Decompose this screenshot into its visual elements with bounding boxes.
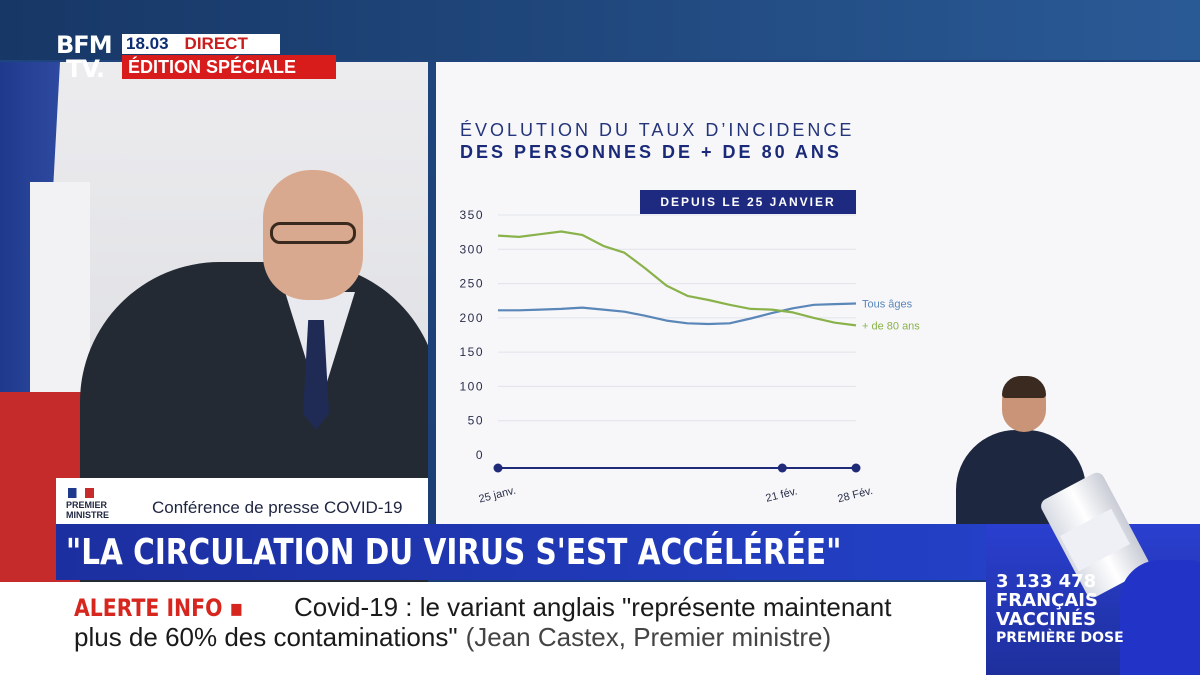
speaker-video: [0, 62, 428, 584]
interpreter-hair: [1002, 376, 1046, 398]
series-line: [498, 302, 857, 326]
chart-panel: ÉVOLUTION DU TAUX D’INCIDENCE DES PERSON…: [436, 62, 1200, 524]
ticker-line2: plus de 60% des contaminations" (Jean Cas…: [74, 622, 831, 653]
series-label: + de 80 ans: [862, 320, 920, 332]
vaccinated-count: 3 133 478: [996, 571, 1097, 592]
time-direct-box: 18.03 DIRECT: [122, 34, 280, 54]
premier-ministre-label: PREMIER MINISTRE: [66, 500, 126, 520]
headline-banner: "LA CIRCULATION DU VIRUS S'EST ACCÉLÉRÉE…: [56, 524, 986, 580]
bfmtv-logo: BFM TV.: [56, 33, 114, 85]
speaker-tie: [303, 320, 329, 430]
logo-line2: TV.: [66, 55, 105, 83]
x-axis-marker: [777, 463, 787, 473]
chart-subtitle: DES PERSONNES DE + DE 80 ANS: [460, 142, 842, 162]
conference-label: Conférence de presse COVID-19: [152, 498, 403, 517]
clock-time: 18.03: [126, 34, 169, 53]
y-tick-label: 150: [459, 345, 484, 359]
y-tick-label: 200: [459, 311, 484, 325]
x-axis-marker: [851, 463, 861, 473]
vaccine-label-vaccines: VACCINÉS: [996, 609, 1097, 630]
y-tick-label: 50: [468, 414, 484, 428]
y-tick-label: 350: [459, 208, 484, 222]
pm-line1: PREMIER: [66, 500, 108, 510]
ticker-source: (Jean Castex, Premier ministre): [465, 622, 832, 652]
y-tick-label: 250: [459, 277, 484, 291]
incidence-chart: DEPUIS LE 25 JANVIER 0 50 100 150 200 250 300 35…: [459, 190, 920, 506]
y-tick-label: 100: [459, 379, 484, 393]
x-tick-label: 25 janv.: [478, 485, 518, 506]
ticker-quote: plus de 60% des contaminations": [74, 622, 458, 652]
speaker-glasses: [270, 222, 356, 244]
chart-badge: [640, 190, 856, 214]
logo-line1: BFM: [56, 31, 113, 59]
x-tick-label: 28 Fév.: [836, 485, 874, 505]
chart-badge-text: DEPUIS LE 25 JANVIER: [660, 195, 835, 209]
government-flag-icon: [68, 488, 94, 498]
y-tick-label: 300: [459, 242, 484, 256]
headline-text: "LA CIRCULATION DU VIRUS S'EST ACCÉLÉRÉE…: [65, 531, 842, 573]
y-tick-label: 0: [476, 448, 484, 462]
direct-label: DIRECT: [184, 34, 248, 53]
series-line: [497, 230, 857, 327]
vaccine-label-francais: FRANÇAIS: [996, 590, 1098, 611]
edition-speciale-banner: ÉDITION SPÉCIALE: [122, 55, 336, 79]
glove-hand-icon: [1120, 560, 1200, 675]
series-label: Tous âges: [862, 298, 913, 310]
lectern-panel: [56, 478, 428, 524]
x-tick-label: 21 fév.: [764, 485, 798, 504]
vaccine-label-dose: PREMIÈRE DOSE: [996, 630, 1124, 646]
news-ticker: [0, 582, 986, 675]
pm-line2: MINISTRE: [66, 510, 110, 520]
alerte-info-label: ALERTE INFO ▪: [74, 594, 244, 622]
chart-title: ÉVOLUTION DU TAUX D’INCIDENCE: [460, 120, 855, 140]
x-axis-marker: [493, 463, 503, 473]
ticker-line1: Covid-19 : le variant anglais "représent…: [294, 592, 892, 622]
